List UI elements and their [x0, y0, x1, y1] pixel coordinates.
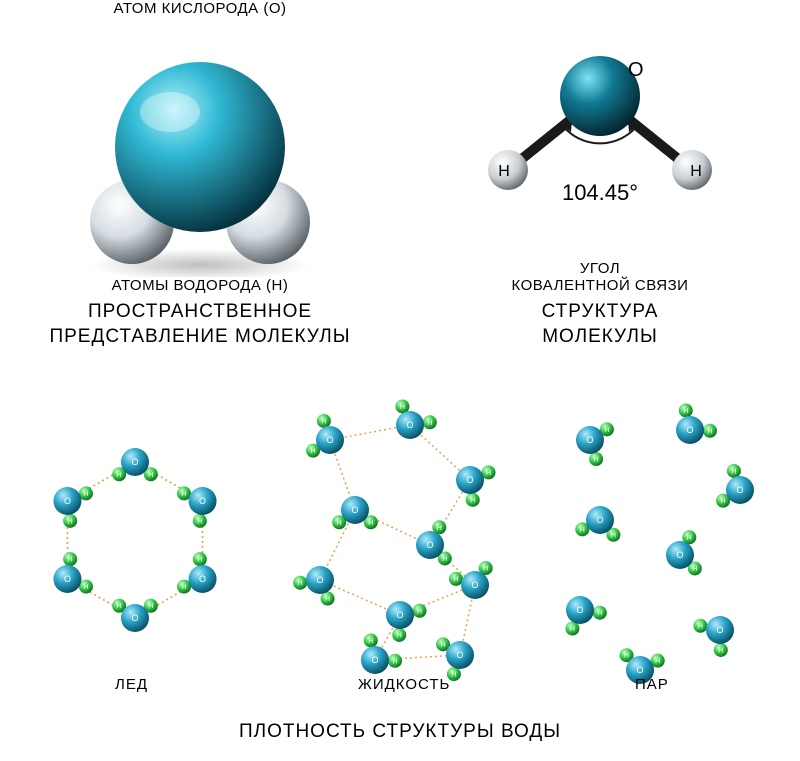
h-text: H [117, 472, 122, 479]
o-text: O [456, 650, 463, 660]
h-text: H [368, 638, 373, 645]
o-text: O [131, 613, 138, 623]
h-text: H [604, 427, 609, 434]
o-text: O [131, 457, 138, 467]
o-text: O [371, 655, 378, 665]
structure-caption: СТРУКТУРА МОЛЕКУЛЫ [542, 300, 659, 349]
h-text: H [594, 457, 599, 464]
h-text: H [441, 642, 446, 649]
spatial-molecule-svg [0, 17, 400, 277]
h-text: H [707, 428, 712, 435]
h-text: H [368, 520, 373, 527]
top-row: АТОМ КИСЛОРОДА (О) [0, 0, 800, 370]
o-text: O [586, 435, 593, 445]
h-text: H [731, 468, 736, 475]
h-text: H [486, 470, 491, 477]
bond-angle-label: УГОЛ КОВАЛЕНТНОЙ СВЯЗИ [512, 260, 689, 294]
h-text: H [400, 404, 405, 411]
h-text: H [442, 556, 447, 563]
o-text: O [326, 435, 333, 445]
h-text: H [325, 596, 330, 603]
h-text: H [182, 491, 187, 498]
o-text: O [426, 540, 433, 550]
o-text: O [351, 505, 358, 515]
h-text: H [197, 518, 202, 525]
hydrogen-atoms-label: АТОМЫ ВОДОРОДА (Н) [112, 277, 289, 294]
o-text: O [676, 550, 683, 560]
h-text: H [655, 658, 660, 665]
h-text: H [687, 535, 692, 542]
h-text: H [451, 672, 456, 679]
vapor-label: ПАР [635, 676, 669, 693]
h-text: H [417, 608, 422, 615]
o-text: O [716, 625, 723, 635]
h-text: H [197, 557, 202, 564]
oxygen-atom-label: АТОМ КИСЛОРОДА (О) [113, 0, 286, 17]
h-text: H [321, 418, 326, 425]
oxygen-highlight [140, 92, 200, 132]
h-text: H [718, 647, 723, 654]
h-text: H [117, 603, 122, 610]
h-text: H [311, 448, 316, 455]
h-text: H [597, 610, 602, 617]
vapor-group: OHHOHHOHHOHHOHHOHHOHHOHH [565, 403, 754, 684]
ice-group: O H H O H H O H H O H H O H H O H H [53, 448, 216, 632]
h-text: H [683, 408, 688, 415]
h-text: H [68, 557, 73, 564]
h-text: H [624, 653, 629, 660]
h-text: H [470, 497, 475, 504]
h-text: H [570, 626, 575, 633]
h-text: H [721, 498, 726, 505]
o-text: O [199, 574, 206, 584]
o-text: O [64, 496, 71, 506]
spatial-model-panel: АТОМ КИСЛОРОДА (О) [0, 0, 400, 370]
h-text: H [427, 420, 432, 427]
phases-svg: OHHOHHOHHOHHOHHOHHOHHOHHOHHOHHOHHOHHOHHO… [0, 370, 800, 700]
h-text: H [453, 576, 458, 583]
o-text: O [636, 665, 643, 675]
h-text: H [483, 566, 488, 573]
ice-label: ЛЕД [115, 676, 148, 693]
h-text: H [437, 525, 442, 532]
structure-molecule-svg: O H H 104.45° [400, 0, 800, 260]
o-label: O [628, 59, 644, 81]
h-text: H [83, 584, 88, 591]
phases-panel: OHHOHHOHHOHHOHHOHHOHHOHHOHHOHHOHHOHHOHHO… [0, 370, 800, 761]
h-text: H [148, 472, 153, 479]
o-text: O [406, 420, 413, 430]
liquid-label: ЖИДКОСТЬ [358, 676, 450, 693]
h-text: H [392, 658, 397, 665]
h-text: H [83, 491, 88, 498]
o-text: O [736, 485, 743, 495]
spatial-caption: ПРОСТРАНСТВЕННОЕ ПРЕДСТАВЛЕНИЕ МОЛЕКУЛЫ [49, 300, 350, 349]
h-text: H [182, 584, 187, 591]
o-text: O [471, 580, 478, 590]
h2-label: H [690, 163, 702, 180]
h-text: H [148, 603, 153, 610]
h-text: H [692, 566, 697, 573]
o-text: O [64, 574, 71, 584]
density-title: ПЛОТНОСТЬ СТРУКТУРЫ ВОДЫ [0, 721, 800, 743]
o-text: O [396, 610, 403, 620]
liquid-group: OHHOHHOHHOHHOHHOHHOHHOHHOHHOHH [293, 399, 495, 681]
structure-panel: O H H 104.45° УГОЛ КОВАЛЕНТНОЙ СВЯЗИ СТР… [400, 0, 800, 370]
angle-label: 104.45° [562, 180, 638, 205]
o-text: O [576, 605, 583, 615]
o-text: O [596, 515, 603, 525]
h-text: H [611, 532, 616, 539]
h-text: H [397, 632, 402, 639]
h-text: H [68, 518, 73, 525]
o-text: O [316, 575, 323, 585]
h1-label: H [498, 163, 510, 180]
oxygen-atom [115, 62, 285, 232]
o-text: O [686, 425, 693, 435]
h-text: H [298, 580, 303, 587]
h-text: H [698, 623, 703, 630]
h-text: H [580, 527, 585, 534]
o-text: O [199, 496, 206, 506]
h-text: H [337, 520, 342, 527]
o-text: O [466, 475, 473, 485]
